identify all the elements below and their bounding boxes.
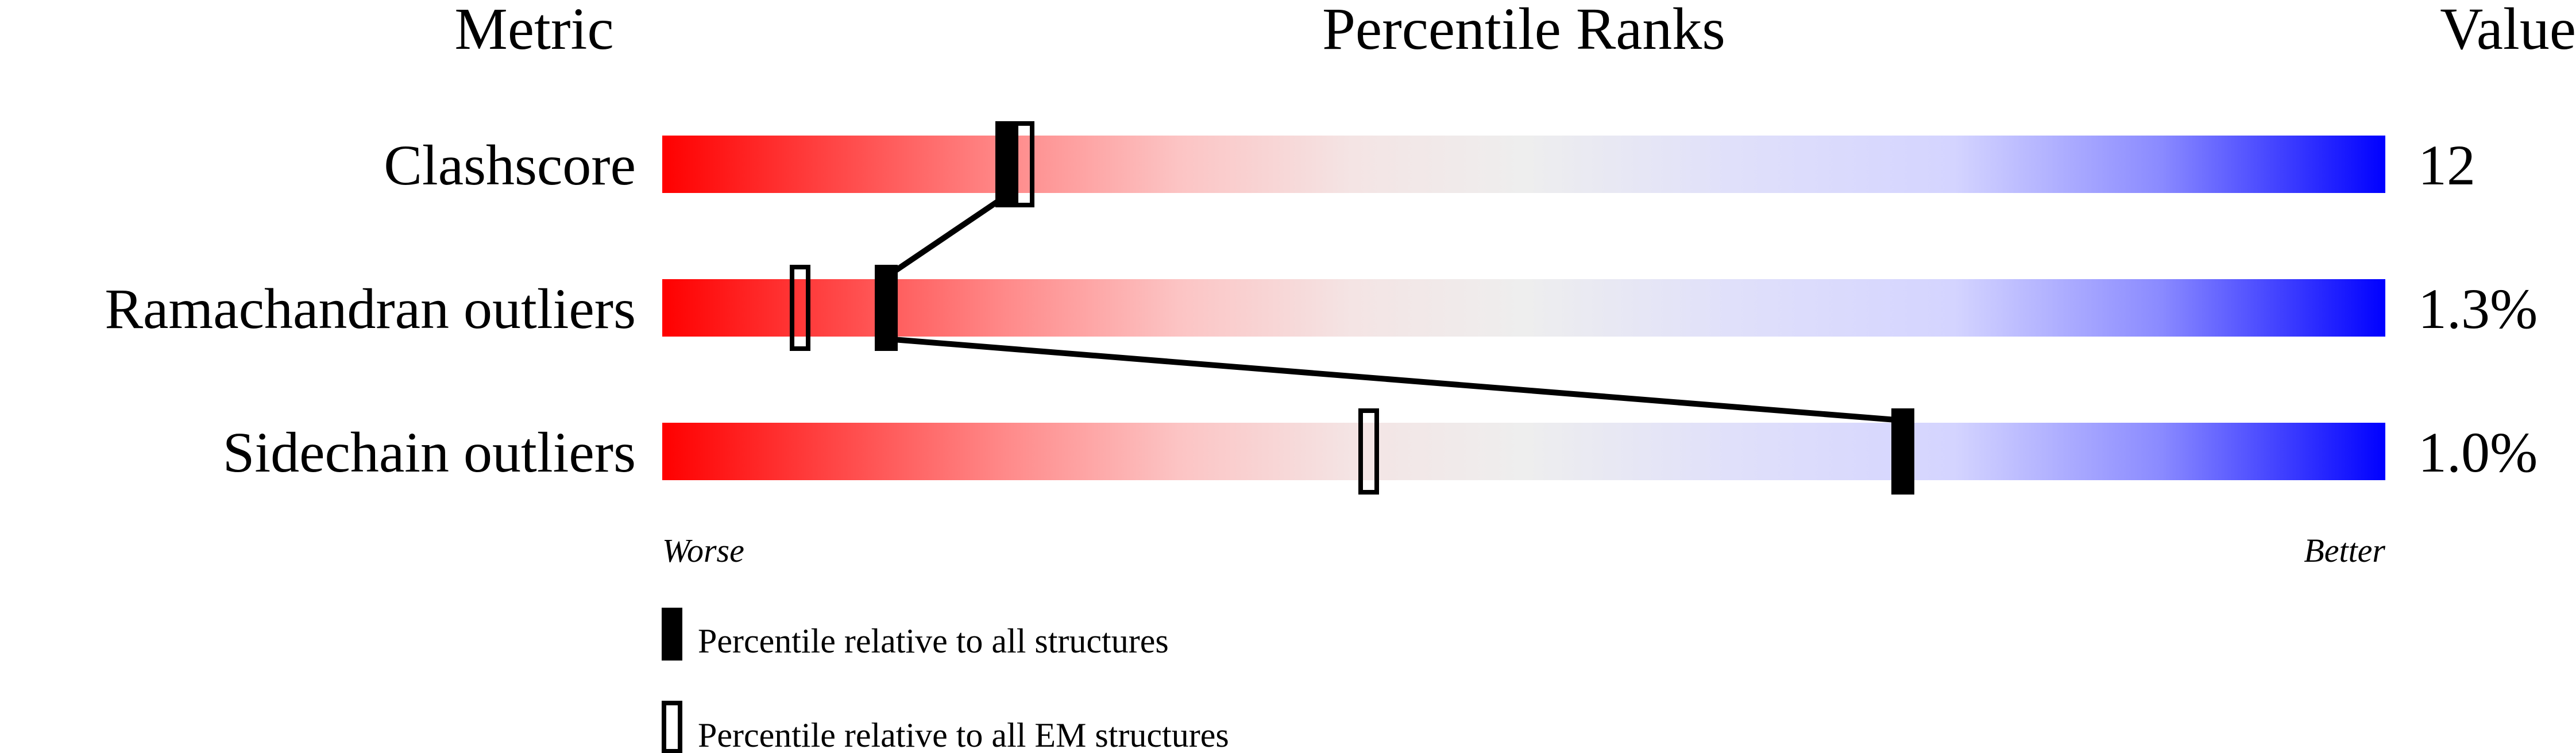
- marker-all-percentile: [1891, 408, 1914, 495]
- axis-label-worse: Worse: [662, 532, 744, 569]
- percentile-bar: [662, 279, 2385, 337]
- legend-em-structures-label: Percentile relative to all EM structures: [698, 716, 1229, 753]
- metric-value: 1.3%: [2418, 277, 2538, 341]
- legend-all-structures-label: Percentile relative to all structures: [698, 622, 1169, 660]
- marker-em-percentile: [1358, 408, 1379, 495]
- percentile-bar: [662, 423, 2385, 480]
- legend-em-structures-swatch: [662, 701, 682, 753]
- marker-all-percentile: [995, 121, 1018, 207]
- header-percentile-ranks: Percentile Ranks: [1322, 0, 1725, 62]
- metric-label: Clashscore: [384, 133, 636, 197]
- connector-line: [885, 192, 1009, 280]
- header-metric: Metric: [454, 0, 613, 62]
- axis-label-better: Better: [2304, 532, 2385, 569]
- metric-value: 12: [2418, 133, 2475, 197]
- percentile-bar: [662, 136, 2385, 193]
- connector-line: [886, 336, 1903, 423]
- metric-label: Sidechain outliers: [223, 420, 636, 484]
- connector-lines: [885, 192, 1903, 423]
- rows: Clashscore 12 Ramachandran outliers 1.3% Sid…: [105, 133, 2538, 484]
- marker-em-percentile: [790, 265, 810, 351]
- markers: [790, 121, 1914, 495]
- header-value: Value: [2440, 0, 2576, 62]
- marker-all-percentile: [875, 265, 898, 351]
- metric-label: Ramachandran outliers: [105, 277, 636, 341]
- metric-value: 1.0%: [2418, 420, 2538, 484]
- legend-all-structures-swatch: [662, 608, 682, 661]
